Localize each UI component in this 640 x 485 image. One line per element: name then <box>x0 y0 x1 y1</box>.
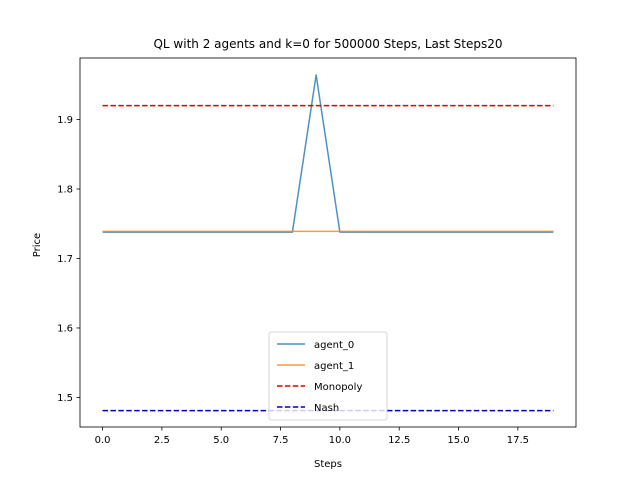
x-tick-label: 7.5 <box>273 435 289 446</box>
legend: agent_0 agent_1 Monopoly Nash <box>268 331 388 421</box>
x-tick-label: 10.0 <box>329 435 351 446</box>
y-tick-label: 1.5 <box>57 393 73 404</box>
x-axis-label: Steps <box>314 459 342 470</box>
legend-label-agent-0: agent_0 <box>314 340 354 351</box>
x-tick-label: 2.5 <box>154 435 170 446</box>
y-tick-label: 1.9 <box>57 115 73 126</box>
legend-box <box>268 331 388 421</box>
legend-label-monopoly: Monopoly <box>314 382 362 393</box>
legend-label-agent-1: agent_1 <box>314 361 354 372</box>
chart-title: QL with 2 agents and k=0 for 500000 Step… <box>153 37 502 51</box>
y-axis-label: Price <box>32 233 43 257</box>
x-tick-label: 17.5 <box>507 435 529 446</box>
x-tick-label: 5.0 <box>213 435 229 446</box>
x-tick-label: 0.0 <box>95 435 111 446</box>
axes-frame <box>79 57 577 428</box>
y-tick-label: 1.7 <box>57 254 73 265</box>
y-tick-label: 1.8 <box>57 184 73 195</box>
y-tick-label: 1.6 <box>57 323 73 334</box>
x-tick-label: 15.0 <box>447 435 469 446</box>
axes: 0.0 2.5 5.0 7.5 10.0 12.5 15.0 17.5 1.5 1.6 1.7 1.8… <box>57 57 577 446</box>
x-tick-label: 12.5 <box>388 435 410 446</box>
legend-label-nash: Nash <box>314 403 339 414</box>
